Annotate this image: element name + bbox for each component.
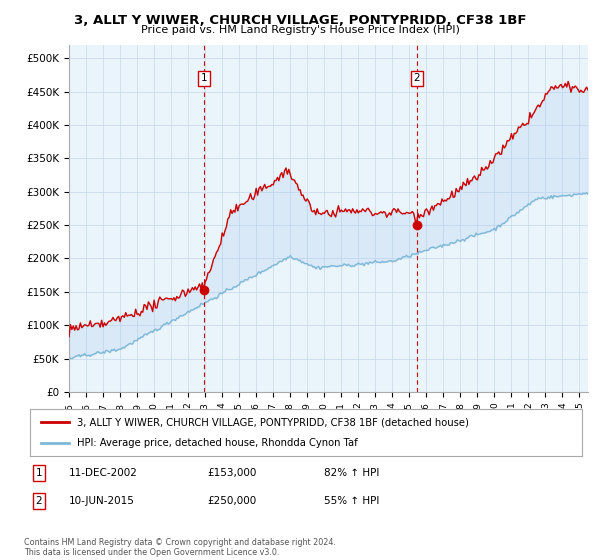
Text: 82% ↑ HPI: 82% ↑ HPI (324, 468, 379, 478)
Text: 11-DEC-2002: 11-DEC-2002 (69, 468, 138, 478)
Text: £153,000: £153,000 (207, 468, 256, 478)
Text: 1: 1 (201, 73, 208, 83)
Text: 55% ↑ HPI: 55% ↑ HPI (324, 496, 379, 506)
Text: Price paid vs. HM Land Registry's House Price Index (HPI): Price paid vs. HM Land Registry's House … (140, 25, 460, 35)
Text: 10-JUN-2015: 10-JUN-2015 (69, 496, 135, 506)
Text: 1: 1 (35, 468, 43, 478)
Text: 3, ALLT Y WIWER, CHURCH VILLAGE, PONTYPRIDD, CF38 1BF (detached house): 3, ALLT Y WIWER, CHURCH VILLAGE, PONTYPR… (77, 417, 469, 427)
Text: Contains HM Land Registry data © Crown copyright and database right 2024.
This d: Contains HM Land Registry data © Crown c… (24, 538, 336, 557)
Text: HPI: Average price, detached house, Rhondda Cynon Taf: HPI: Average price, detached house, Rhon… (77, 438, 358, 448)
Text: £250,000: £250,000 (207, 496, 256, 506)
Text: 3, ALLT Y WIWER, CHURCH VILLAGE, PONTYPRIDD, CF38 1BF: 3, ALLT Y WIWER, CHURCH VILLAGE, PONTYPR… (74, 14, 526, 27)
Text: 2: 2 (35, 496, 43, 506)
Text: 2: 2 (413, 73, 420, 83)
